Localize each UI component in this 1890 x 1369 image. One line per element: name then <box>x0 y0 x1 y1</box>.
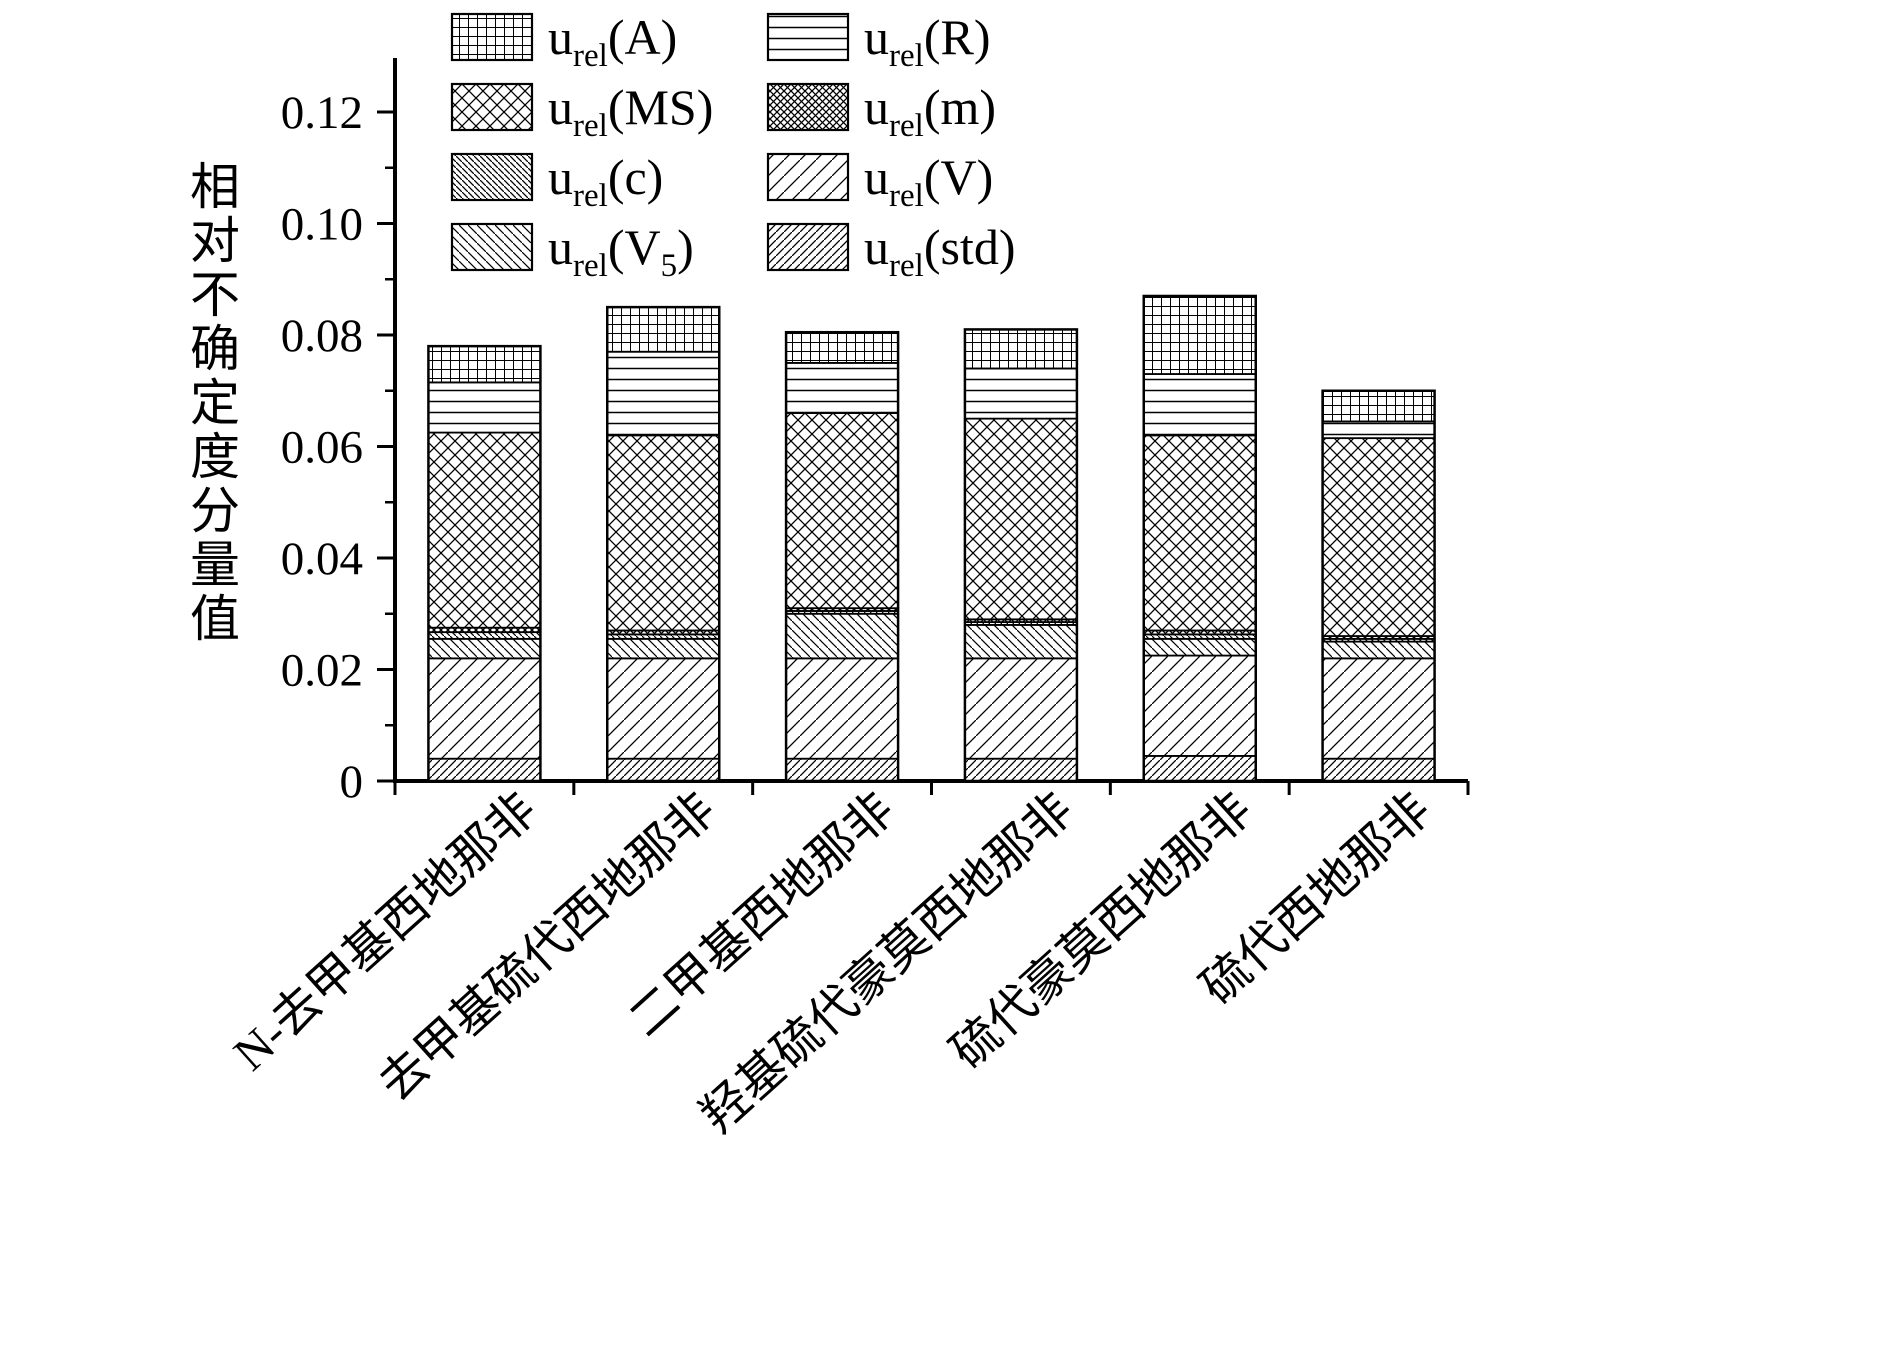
bar-segment-V <box>1142 654 1257 757</box>
bar-segment-std <box>785 757 899 782</box>
x-category-label-text: 去甲基硫代西地那非 <box>369 783 726 1111</box>
bar-outline <box>963 328 1079 783</box>
y-tick-label: 0.02 <box>281 645 363 697</box>
bar-segment-A <box>606 306 721 353</box>
legend-label-A: urel(A) <box>548 9 677 74</box>
bar-segment-A <box>427 345 542 384</box>
y-tick-label: 0.12 <box>281 87 363 139</box>
bar-segment-MS <box>427 431 542 629</box>
bar-segment-A <box>1142 295 1257 375</box>
y-axis-title: 相对不确定度分量值 <box>190 159 240 647</box>
bar-segment-MS <box>606 434 721 632</box>
bar-segment-R <box>427 381 542 434</box>
bar-segment-R <box>1142 373 1257 437</box>
bar-segment-MS <box>1142 434 1257 632</box>
legend-swatch-V5 <box>450 222 534 272</box>
bar-segment-std <box>1142 755 1257 782</box>
bar-segment-R <box>785 361 899 414</box>
legend-label-R: urel(R) <box>864 9 990 74</box>
legend-label-MS: urel(MS) <box>548 79 713 144</box>
bar-segment-V5 <box>606 637 721 660</box>
bar-outline <box>1142 294 1257 783</box>
bar-segment-std <box>427 757 542 782</box>
bar-segment-R <box>964 367 1078 420</box>
legend-label-m: urel(m) <box>864 79 996 144</box>
y-tick-label: 0.04 <box>281 533 363 585</box>
bar-segment-R <box>1321 420 1436 440</box>
legend-swatch-c <box>450 152 534 202</box>
bar-segment-V5 <box>1321 640 1436 660</box>
bar-segment-MS <box>785 412 899 610</box>
legend-swatch-m <box>766 82 850 132</box>
bar-segment-V <box>785 657 899 760</box>
bar-outline <box>1321 389 1436 783</box>
bar-segment-std <box>606 757 721 782</box>
bar-segment-A <box>1321 389 1436 423</box>
bar-outline <box>784 330 900 783</box>
x-category-label: 硫代豪莫西地那非 <box>941 783 1262 1079</box>
bar-segment-MS <box>964 417 1078 621</box>
bar-segment-V <box>606 657 721 760</box>
y-tick-label: 0.06 <box>281 422 363 474</box>
bar-segment-V5 <box>1142 637 1257 657</box>
x-category-label: N-去甲基西地那非 <box>224 783 547 1081</box>
legend-swatch-MS <box>450 82 534 132</box>
bar-segment-std <box>964 757 1078 782</box>
bar-outline <box>427 344 542 783</box>
y-tick-label: 0.10 <box>281 199 363 251</box>
bar-segment-V <box>427 657 542 760</box>
legend-swatch-V <box>766 152 850 202</box>
bar-segment-std <box>1321 757 1436 782</box>
y-tick-label: 0.08 <box>281 310 363 362</box>
bar-segment-MS <box>1321 437 1436 637</box>
bar-segment-V <box>964 657 1078 760</box>
bar-segment-V5 <box>427 637 542 660</box>
legend-label-std: urel(std) <box>864 219 1015 284</box>
x-category-label-text: N-去甲基西地那非 <box>224 783 547 1081</box>
legend-swatch-R <box>766 12 850 62</box>
x-category-label: 去甲基硫代西地那非 <box>369 783 726 1111</box>
bar-segment-R <box>606 350 721 437</box>
bar-segment-c <box>427 631 542 640</box>
bar-segment-V5 <box>785 612 899 660</box>
bar-segment-A <box>964 328 1078 370</box>
legend-label-V: urel(V) <box>864 149 993 214</box>
legend-label-V5: urel(V5) <box>548 219 694 284</box>
bar-segment-V <box>1321 657 1436 760</box>
bar-segment-A <box>785 331 899 364</box>
x-category-label-text: 硫代豪莫西地那非 <box>941 783 1262 1079</box>
y-tick-label: 0 <box>340 756 364 808</box>
bar-outline <box>606 305 721 783</box>
legend-swatch-std <box>766 222 850 272</box>
legend-label-c: urel(c) <box>548 149 663 214</box>
bar-segment-V5 <box>964 624 1078 660</box>
legend-swatch-A <box>450 12 534 62</box>
